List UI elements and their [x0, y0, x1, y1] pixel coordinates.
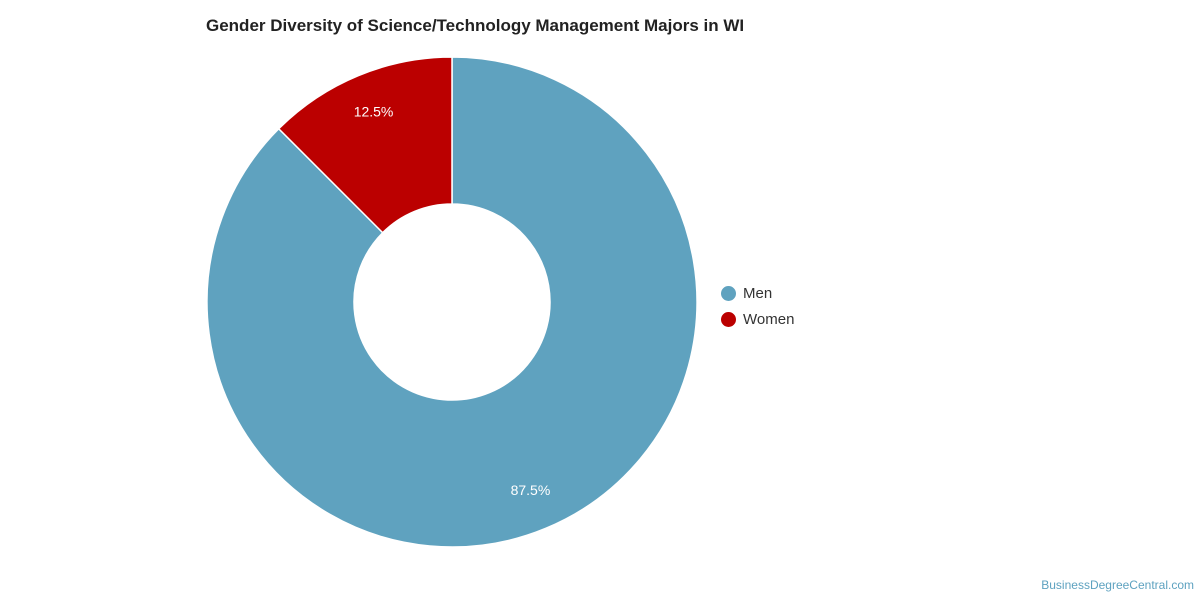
legend-swatch-women: [721, 311, 736, 327]
legend: Men Women: [721, 280, 794, 332]
slice-men[interactable]: [206, 56, 698, 548]
data-label-men: 87.5%: [511, 482, 551, 498]
legend-label-women: Women: [743, 310, 795, 328]
legend-swatch-men: [721, 285, 736, 301]
legend-item-women[interactable]: Women: [721, 306, 794, 332]
legend-label-men: Men: [743, 284, 773, 302]
data-label-women: 12.5%: [354, 103, 394, 119]
chart-title: Gender Diversity of Science/Technology M…: [206, 16, 745, 35]
slice-women[interactable]: [277, 56, 453, 234]
legend-item-men[interactable]: Men: [721, 280, 794, 306]
source-credit[interactable]: BusinessDegreeCentral.com: [1041, 578, 1194, 592]
